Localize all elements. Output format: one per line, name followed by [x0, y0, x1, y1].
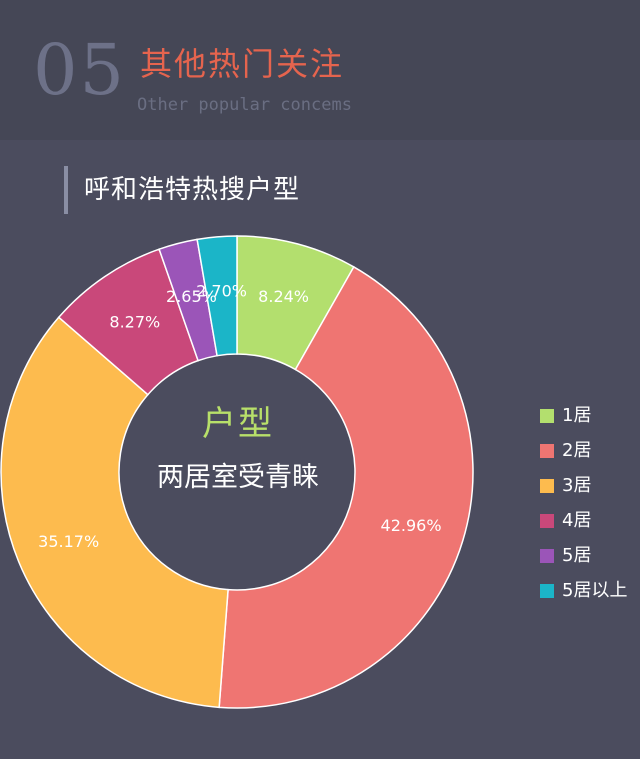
legend-label: 1居: [562, 404, 592, 426]
legend-swatch: [540, 408, 554, 423]
legend-item-4: 4居: [540, 503, 627, 538]
legend-swatch: [540, 548, 554, 563]
legend-label: 2居: [562, 439, 592, 461]
subtitle-accent-bar: [64, 166, 68, 214]
legend-swatch: [540, 478, 554, 493]
slice-value-label-3: 35.17%: [38, 532, 99, 551]
slice-value-label-1: 8.24%: [258, 287, 309, 306]
section-title: 其他热门关注: [140, 45, 345, 83]
chart-legend: 1居 2居 3居 4居 5居 5居以上: [540, 398, 627, 608]
center-text: 两居室受青睐: [157, 462, 319, 493]
legend-item-6: 5居以上: [540, 573, 627, 608]
legend-item-1: 1居: [540, 398, 627, 433]
legend-item-3: 3居: [540, 468, 627, 503]
donut-slice-3: [0, 316, 229, 709]
legend-label: 3居: [562, 474, 592, 496]
legend-label: 5居以上: [562, 579, 628, 601]
center-label: 户型: [202, 404, 274, 444]
chart-title: 呼和浩特热搜户型: [84, 175, 301, 205]
section-subtitle-en: Other popular concems: [137, 95, 352, 115]
section-number: 05: [33, 29, 127, 111]
legend-label: 4居: [562, 509, 592, 531]
slice-value-label-2: 42.96%: [381, 516, 442, 535]
header-bar: 05 其他热门关注 Other popular concems: [0, 0, 640, 140]
slice-value-label-6: 2.70%: [196, 282, 247, 301]
slice-value-label-4: 8.27%: [109, 312, 160, 331]
legend-swatch: [540, 443, 554, 458]
legend-item-5: 5居: [540, 538, 627, 573]
donut-slice-2: [218, 265, 474, 709]
slice-value-label-5: 2.65%: [166, 287, 217, 306]
legend-item-2: 2居: [540, 433, 627, 468]
legend-swatch: [540, 583, 554, 598]
legend-label: 5居: [562, 544, 592, 566]
legend-swatch: [540, 513, 554, 528]
donut-slice-6: [196, 235, 238, 357]
